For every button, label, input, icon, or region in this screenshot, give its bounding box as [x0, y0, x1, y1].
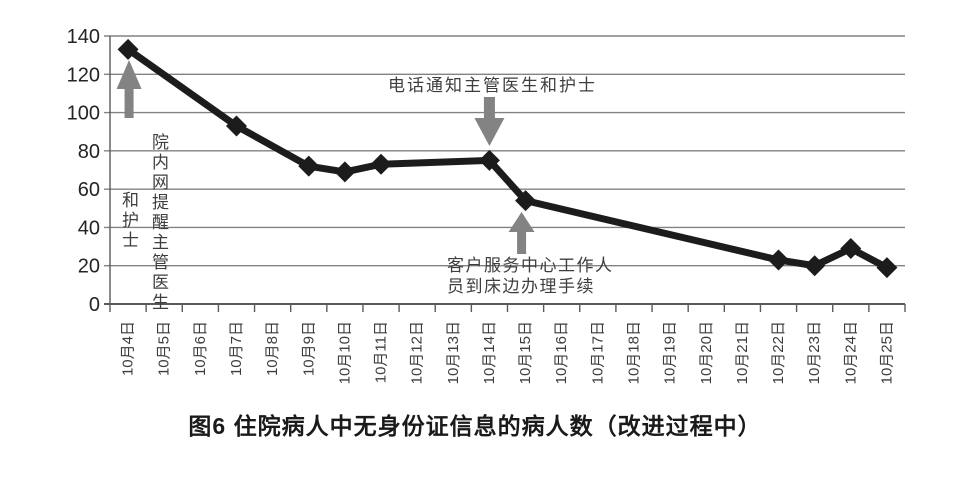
- x-axis-tick-label: 10月21日: [734, 321, 751, 384]
- x-axis-tick-label: 10月10日: [336, 321, 353, 384]
- x-axis-tick-label: 10月7日: [228, 321, 245, 376]
- annotation-intranet-reminder-col2: 和护士: [119, 191, 138, 251]
- x-axis-tick-label: 10月22日: [770, 321, 787, 384]
- data-point-marker: [478, 149, 500, 171]
- y-axis-tick-label: 140: [67, 26, 100, 48]
- annotation-bedside-service: 客户服务中心工作人 员到床边办理手续: [447, 255, 614, 297]
- x-axis-tick-label: 10月15日: [517, 321, 534, 384]
- x-axis-tick-label: 10月25日: [878, 321, 895, 384]
- data-point-marker: [225, 115, 247, 137]
- x-axis-tick-label: 10月20日: [698, 321, 715, 384]
- x-axis-tick-label: 10月11日: [373, 321, 390, 383]
- data-point-marker: [298, 155, 320, 177]
- x-axis-tick-label: 10月5日: [156, 321, 173, 376]
- data-point-marker: [804, 255, 826, 277]
- y-axis-tick-label: 20: [78, 256, 100, 278]
- y-axis-tick-label: 80: [78, 141, 100, 163]
- x-axis-tick-label: 10月12日: [409, 321, 426, 384]
- x-axis-tick-label: 10月16日: [553, 321, 570, 384]
- x-axis-tick-label: 10月4日: [120, 321, 137, 376]
- chart-caption: 图6 住院病人中无身份证信息的病人数（改进过程中）: [188, 413, 762, 439]
- data-point-marker: [768, 249, 790, 271]
- annotation-phone-notify: 电话通知主管医生和护士: [388, 76, 597, 95]
- data-point-marker: [840, 237, 862, 259]
- annotation-intranet-reminder-col1: 院内网提醒主管医生: [149, 133, 168, 313]
- x-axis-tick-label: 10月14日: [481, 321, 498, 384]
- arrow-intranet-reminder: [116, 60, 142, 118]
- x-axis-tick-label: 10月18日: [625, 321, 642, 384]
- x-axis-tick-label: 10月13日: [445, 321, 462, 384]
- x-axis-tick-label: 10月19日: [662, 321, 679, 384]
- x-axis-tick-label: 10月9日: [300, 321, 317, 376]
- annotation-bedside-line1: 客户服务中心工作人: [447, 256, 614, 275]
- y-axis-tick-label: 40: [78, 217, 100, 239]
- y-axis-tick-label: 60: [78, 179, 100, 201]
- data-point-marker: [876, 257, 898, 279]
- data-point-marker: [515, 190, 537, 212]
- arrow-phone-notify: [474, 97, 505, 146]
- arrow-bedside-service: [508, 212, 535, 254]
- x-axis-tick-label: 10月23日: [806, 321, 823, 384]
- data-point-marker: [370, 153, 392, 175]
- annotation-bedside-line2: 员到床边办理手续: [447, 277, 595, 296]
- data-point-marker: [334, 161, 356, 183]
- y-axis-tick-label: 120: [67, 64, 100, 86]
- y-axis-tick-label: 100: [67, 103, 100, 125]
- y-axis-tick-label: 0: [89, 294, 100, 316]
- x-axis-tick-label: 10月17日: [589, 321, 606, 384]
- data-point-marker: [117, 38, 139, 60]
- x-axis-tick-label: 10月24日: [842, 321, 859, 384]
- x-axis-tick-label: 10月6日: [192, 321, 209, 376]
- x-axis-tick-label: 10月8日: [264, 321, 281, 376]
